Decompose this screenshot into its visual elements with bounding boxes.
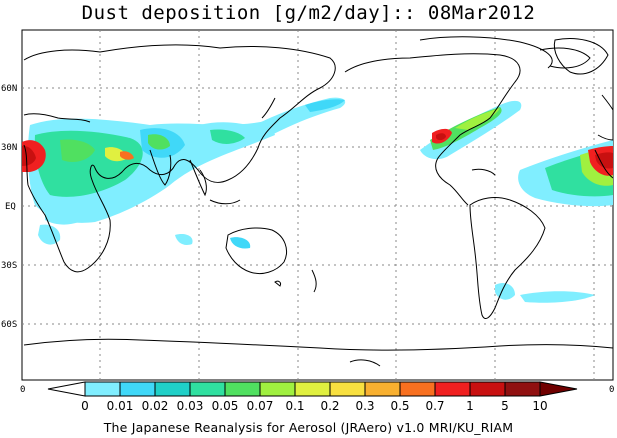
colorbar-swatch — [504, 381, 541, 397]
colorbar-swatch — [154, 381, 191, 397]
colorbar-label: 1 — [466, 399, 474, 413]
colorbar-swatch — [224, 381, 261, 397]
colorbar-label: 10 — [532, 399, 547, 413]
colorbar-swatch — [189, 381, 226, 397]
colorbar-swatch — [84, 381, 121, 397]
colorbar-label: 0.07 — [247, 399, 274, 413]
colorbar-label: 5 — [501, 399, 509, 413]
credit-line: The Japanese Reanalysis for Aerosol (JRA… — [103, 420, 514, 435]
colorbar-label: 0.01 — [107, 399, 134, 413]
lat-label-eq: EQ — [5, 202, 16, 212]
colorbar-label: 0.5 — [390, 399, 409, 413]
axis-tick-left: 0 — [20, 385, 25, 395]
colorbar-label: 0.3 — [355, 399, 374, 413]
colorbar-label: 0.02 — [142, 399, 169, 413]
lat-label-60s: 60S — [1, 320, 17, 330]
colorbar-swatch — [259, 381, 296, 397]
colorbar-swatch — [469, 381, 506, 397]
colorbar-label: 0.03 — [177, 399, 204, 413]
lat-label-60n: 60N — [1, 84, 17, 94]
colorbar-label: 0.2 — [320, 399, 339, 413]
colorbar-arrow-high — [539, 381, 578, 397]
colorbar-label: 0.05 — [212, 399, 239, 413]
colorbar-swatch — [294, 381, 331, 397]
colorbar-swatch — [119, 381, 156, 397]
latitude-labels: 60N 30N EQ 30S 60S — [1, 84, 17, 330]
axis-tick-right: 0 — [609, 385, 614, 395]
map-title: Dust deposition [g/m2/day]:: 08Mar2012 — [81, 2, 536, 24]
colorbar-swatch — [364, 381, 401, 397]
colorbar: 0 0.01 0.02 0.03 0.05 0.07 0.1 0.2 0.3 0.5 0.7 1 5 10 — [47, 381, 578, 413]
colorbar-label: 0.7 — [425, 399, 444, 413]
dust-field — [22, 97, 613, 303]
lat-label-30s: 30S — [1, 261, 17, 271]
coastlines — [23, 36, 614, 367]
colorbar-label: 0 — [81, 399, 89, 413]
colorbar-swatch — [434, 381, 471, 397]
lat-label-30n: 30N — [1, 143, 17, 153]
colorbar-label: 0.1 — [285, 399, 304, 413]
colorbar-arrow-low — [47, 381, 86, 397]
colorbar-swatch — [329, 381, 366, 397]
colorbar-swatch — [399, 381, 436, 397]
